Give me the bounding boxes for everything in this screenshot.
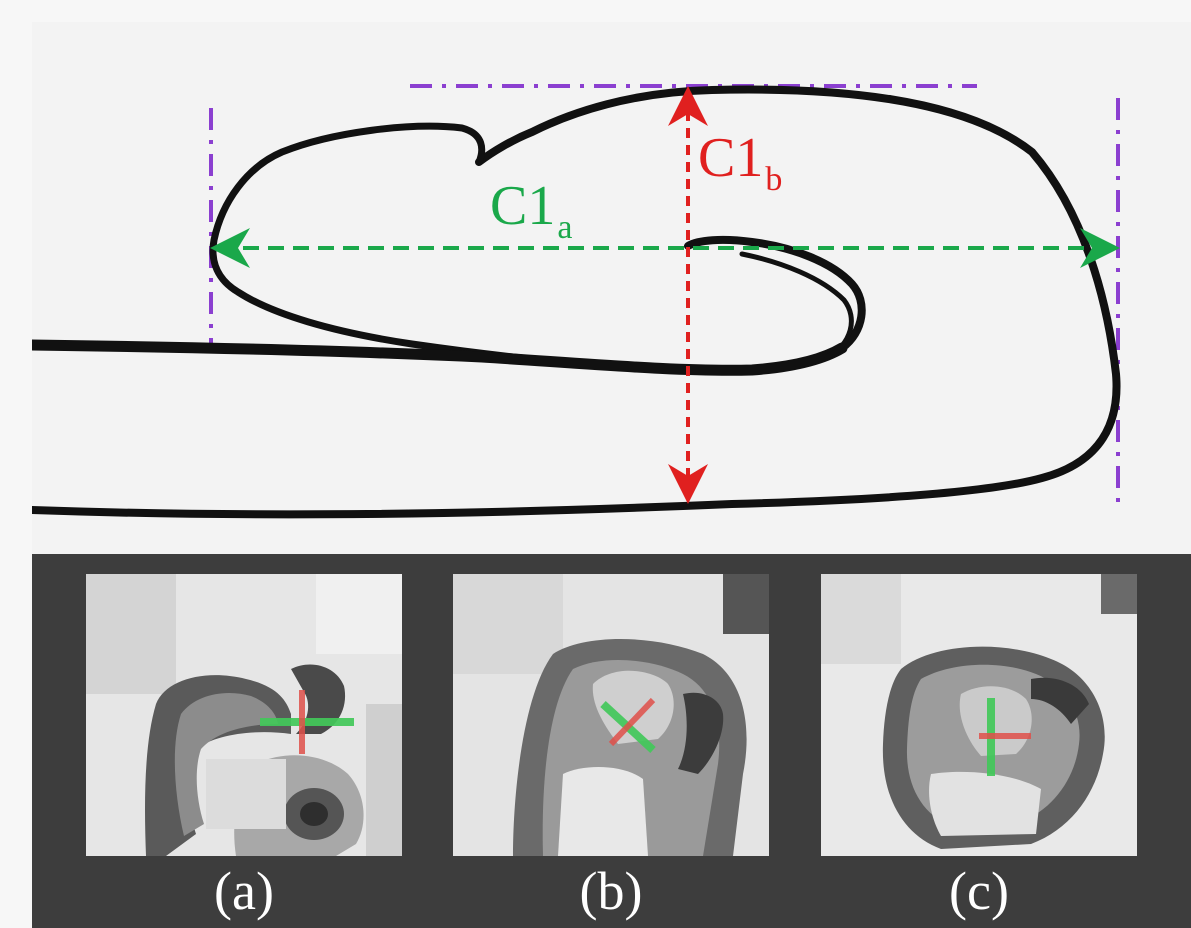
caption-b: (b) (579, 861, 643, 921)
thumbnail-panel: (a) (b) (c) (32, 554, 1191, 928)
middle-line (32, 339, 848, 376)
axis-short-b (608, 697, 656, 747)
thumbnail-b-image (453, 574, 769, 856)
outline-diagram (32, 84, 1121, 519)
thumbnail-a (86, 574, 402, 856)
guide-lines (209, 84, 1120, 507)
caption-c: (c) (949, 861, 1009, 921)
thumbnail-c (821, 574, 1137, 856)
contour-outline (32, 85, 1121, 519)
thumbnail-c-image (821, 574, 1137, 856)
thumbnail-a-image (86, 574, 402, 856)
thumbnail-b (453, 574, 769, 856)
measurement-label-a: C1a (490, 175, 573, 246)
diagram-panel: C1a C1b (32, 22, 1191, 554)
bottom-line (32, 85, 1121, 519)
measurement-label-b: C1b (698, 127, 783, 198)
caption-a: (a) (214, 861, 274, 921)
